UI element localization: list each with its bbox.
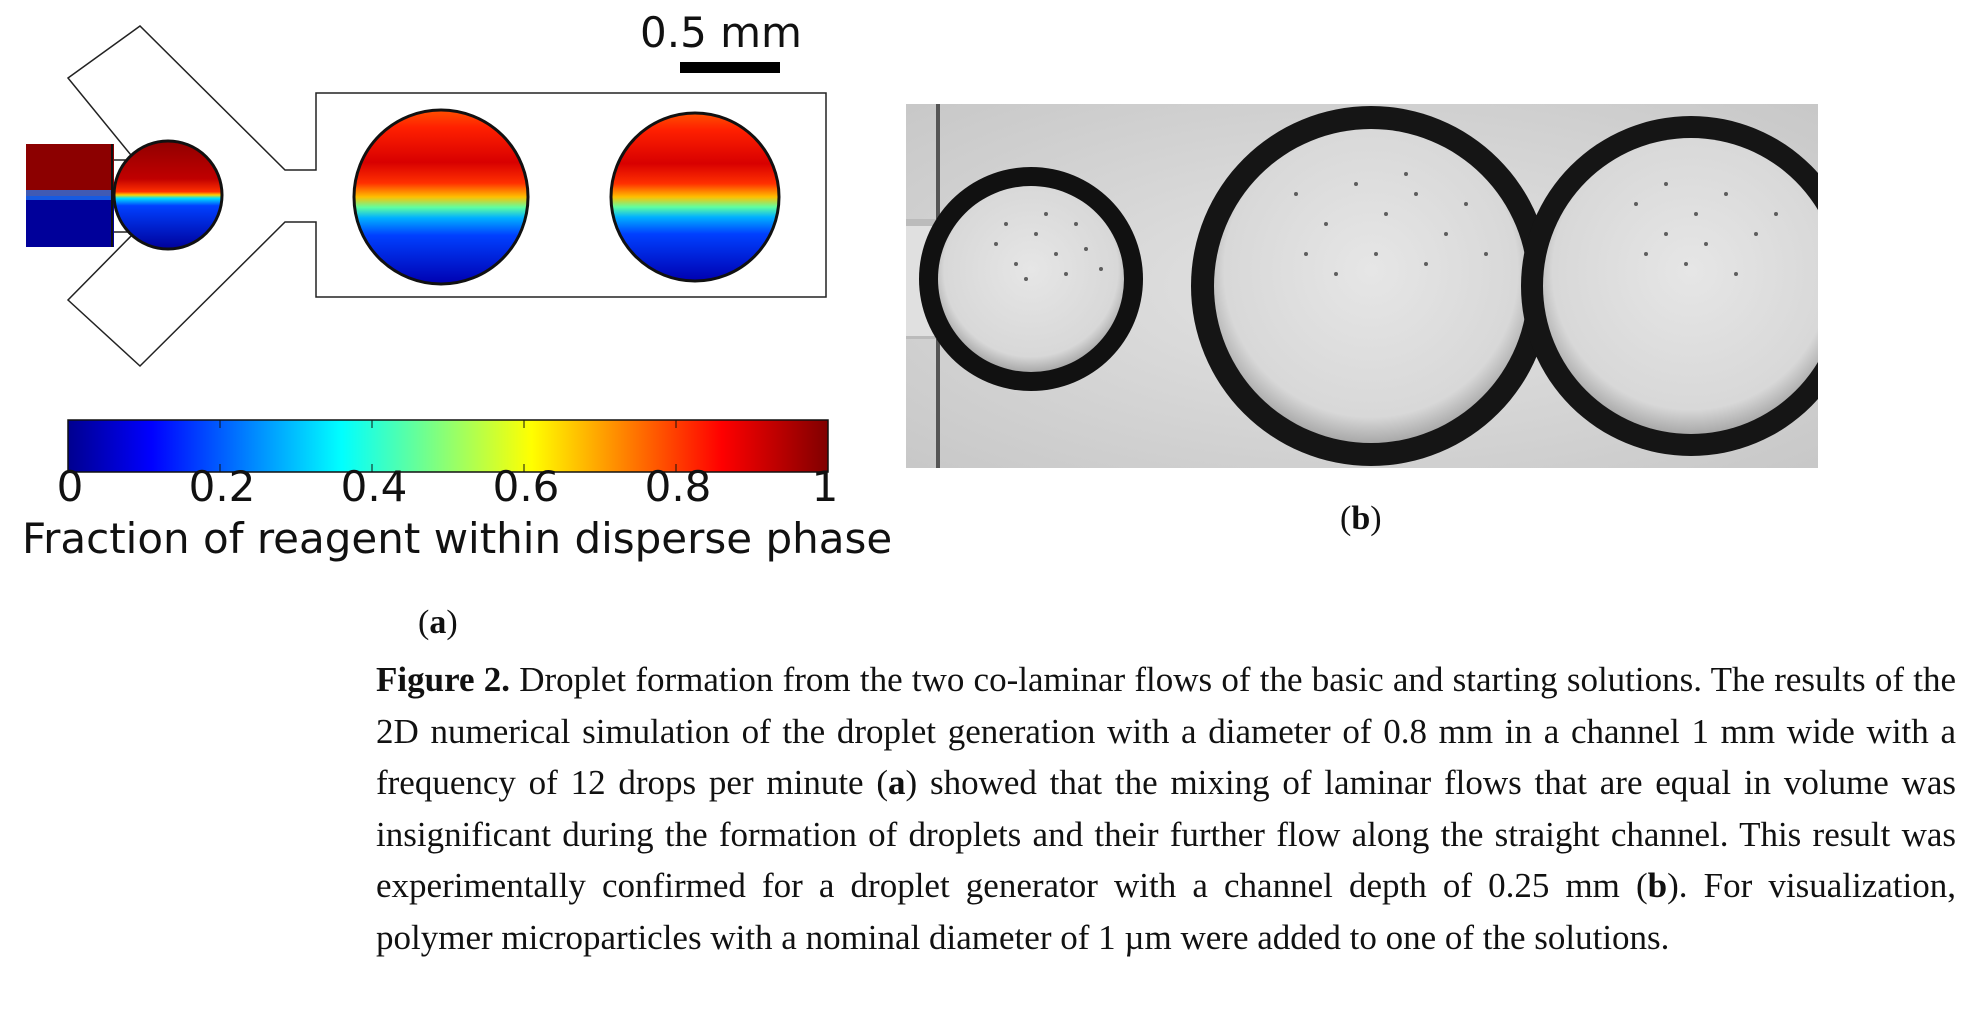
colorbar	[67, 419, 829, 473]
experiment-photo	[906, 104, 1818, 468]
droplet-2	[609, 111, 781, 283]
colorbar-ticks: 0 0.2 0.4 0.6 0.8 1	[50, 462, 850, 512]
panel-a-label: (a)	[418, 604, 458, 641]
panel-b-label: (b)	[1340, 500, 1382, 537]
colorbar-tick: 0.8	[644, 462, 712, 511]
colorbar-tick: 0.6	[492, 462, 560, 511]
colorbar-tick: 0.2	[188, 462, 256, 511]
scale-bar-label: 0.5 mm	[640, 8, 802, 57]
inlet-flow-reagent	[26, 144, 114, 196]
forming-droplet	[112, 139, 224, 251]
colorbar-tick: 0	[56, 462, 84, 511]
scale-bar	[680, 62, 780, 73]
colorbar-tick: 1	[811, 462, 839, 511]
colorbar-label: Fraction of reagent within disperse phas…	[22, 514, 893, 563]
figure-number: Figure 2.	[376, 660, 510, 699]
colorbar-tick: 0.4	[340, 462, 408, 511]
inlet-flow-blank	[26, 196, 114, 247]
droplet-1	[352, 108, 530, 286]
simulation-figure	[26, 25, 829, 473]
figure-caption: Figure 2. Droplet formation from the two…	[376, 660, 1957, 957]
